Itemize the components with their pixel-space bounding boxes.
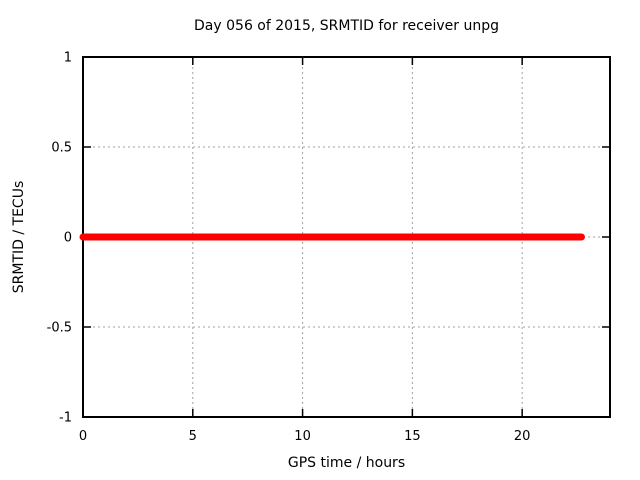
y-tick-label: 1	[64, 51, 72, 66]
chart-title: Day 056 of 2015, SRMTID for receiver unp…	[194, 18, 499, 34]
x-tick-label: 0	[79, 429, 87, 444]
x-tick-label: 15	[404, 429, 421, 444]
y-tick-label: -1	[59, 411, 72, 426]
y-tick-label: -0.5	[47, 321, 72, 336]
x-tick-label: 5	[189, 429, 197, 444]
x-tick-label: 20	[514, 429, 531, 444]
y-tick-label: 0	[64, 231, 72, 246]
y-tick-label: 0.5	[51, 141, 72, 156]
x-axis-label: GPS time / hours	[287, 455, 406, 471]
x-tick-label: 10	[294, 429, 311, 444]
